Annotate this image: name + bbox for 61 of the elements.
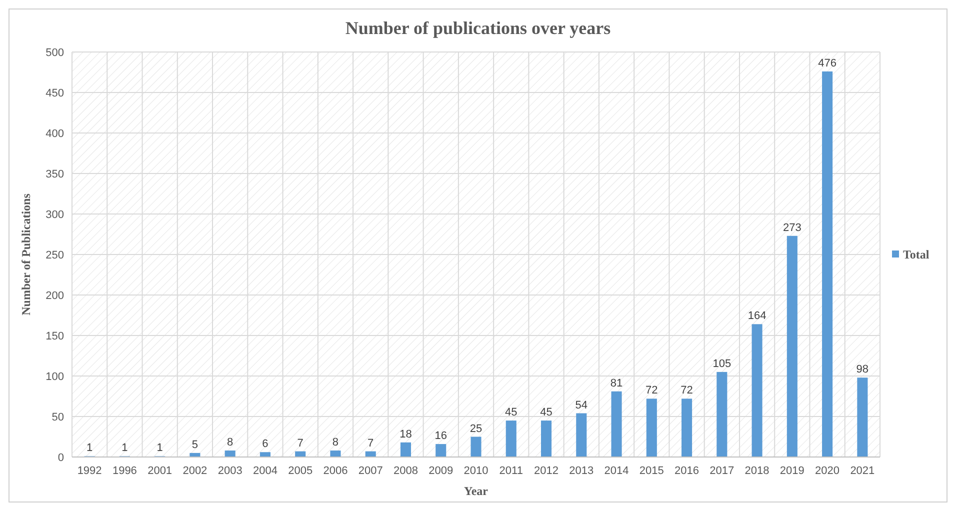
y-tick-label: 200	[46, 290, 64, 302]
x-tick-label: 1992	[77, 465, 102, 477]
data-label: 54	[575, 399, 588, 412]
data-label: 273	[782, 222, 802, 234]
data-label: 25	[470, 422, 482, 435]
x-tick-label: 2001	[148, 465, 172, 477]
x-tick-label: 2005	[288, 465, 313, 477]
x-tick-label: 2020	[815, 465, 840, 477]
data-label: 72	[646, 384, 658, 397]
data-label: 6	[262, 438, 268, 450]
data-label: 1	[86, 442, 93, 454]
x-tick-label: 2002	[182, 465, 208, 477]
y-tick-label: 250	[46, 250, 64, 262]
x-tick-label: 2019	[780, 465, 804, 477]
data-label: 18	[400, 428, 412, 440]
y-tick-label: 0	[58, 452, 64, 464]
x-tick-label: 2007	[358, 465, 383, 477]
y-tick-label: 450	[46, 88, 64, 100]
x-tick-label: 2014	[604, 465, 629, 477]
x-tick-label: 2009	[428, 465, 454, 477]
y-tick-label: 500	[46, 47, 64, 59]
y-tick-label: 300	[46, 209, 64, 221]
data-label: 164	[748, 310, 766, 322]
data-label: 8	[227, 436, 234, 449]
y-tick-label: 150	[46, 330, 64, 342]
x-tick-label: 2016	[674, 465, 700, 477]
y-axis-title: Number of Publications	[19, 193, 33, 316]
x-tick-label: 2021	[850, 465, 875, 477]
data-label: 98	[856, 364, 869, 376]
x-tick-label: 2004	[252, 465, 278, 477]
data-label: 105	[712, 358, 732, 370]
y-tick-label: 400	[46, 128, 64, 140]
data-label: 7	[297, 437, 304, 450]
y-tick-label: 50	[52, 412, 64, 424]
y-tick-label: 100	[46, 371, 64, 383]
data-label: 5	[192, 438, 198, 451]
x-tick-label: 2003	[218, 465, 242, 477]
x-tick-label: 2015	[639, 465, 664, 477]
legend-label: Total	[903, 248, 930, 262]
data-label: 8	[332, 436, 339, 449]
data-label: 476	[818, 57, 836, 70]
x-tick-label: 1996	[112, 465, 137, 477]
x-tick-label: 2008	[393, 465, 418, 477]
data-label: 45	[505, 406, 518, 419]
x-tick-label: 2017	[710, 465, 734, 477]
data-label: 1	[156, 442, 163, 454]
x-tick-label: 2013	[569, 465, 594, 477]
data-label: 45	[540, 406, 552, 419]
data-label: 81	[610, 377, 623, 390]
y-tick-label: 350	[46, 168, 64, 180]
x-tick-label: 2010	[464, 465, 488, 477]
x-tick-label: 2018	[744, 465, 770, 477]
data-label: 7	[368, 437, 374, 450]
data-label: 72	[680, 384, 693, 397]
data-label: 1	[122, 442, 128, 454]
x-tick-label: 2012	[534, 465, 559, 477]
x-tick-label: 2011	[499, 465, 523, 477]
chart-title: Number of publications over years	[345, 18, 611, 38]
x-tick-label: 2006	[323, 465, 348, 477]
data-label: 16	[434, 430, 447, 442]
x-axis-title: Year	[464, 484, 489, 498]
